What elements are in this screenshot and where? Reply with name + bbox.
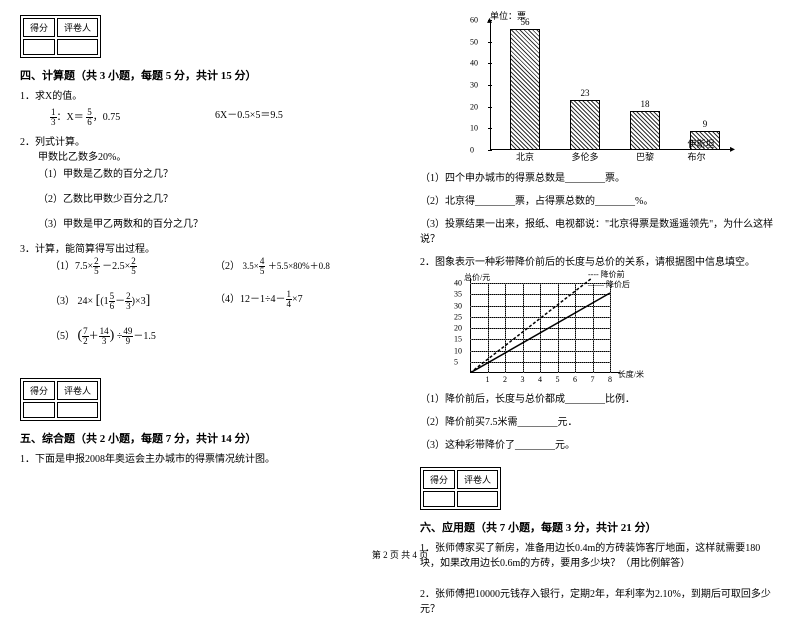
ytick: 10 (454, 346, 462, 355)
ytick: 10 (470, 124, 478, 133)
right-column: 单位：票 ▴ ▸ 0102030405060北京56多伦多23巴黎18伊斯坦布尔… (400, 0, 800, 565)
ytick: 5 (454, 357, 458, 366)
q4-2-p2: （2）乙数比甲数少百分之几？ (38, 192, 380, 207)
bar (630, 111, 660, 150)
q4-1-stem: 1．求X的值。 (20, 89, 380, 104)
bar (510, 29, 540, 150)
q4-1: 1．求X的值。 13：X＝ 56，0.75 6X－0.5×5＝9.5 (20, 89, 380, 127)
xtick: 3 (521, 375, 525, 384)
section-4-title: 四、计算题（共 3 小题，每题 5 分，共计 15 分） (20, 67, 380, 83)
xtick: 7 (591, 375, 595, 384)
bar-label: 北京 (516, 150, 534, 163)
ytick: 30 (470, 81, 478, 90)
score-box-5: 得分评卷人 (20, 378, 101, 421)
xtick: 8 (608, 375, 612, 384)
ytick: 60 (470, 16, 478, 25)
ytick: 20 (470, 102, 478, 111)
ytick: 25 (454, 312, 462, 321)
arrow-right-icon: ▸ (730, 144, 735, 155)
q4-2-line1: 甲数比乙数多20%。 (38, 150, 380, 165)
bar-chart: 单位：票 ▴ ▸ 0102030405060北京56多伦多23巴黎18伊斯坦布尔… (460, 15, 740, 165)
q5-1-p2: （2）北京得________票，占得票总数的________%。 (420, 194, 780, 209)
xtick: 2 (503, 375, 507, 384)
eq4-3-5: （5） (72＋143) ÷499－1.5 (50, 325, 380, 346)
eq4-1a: 13：X＝ 56，0.75 (50, 108, 215, 127)
bar (570, 100, 600, 150)
q5-2-p1: （1）降价前后，长度与总价都成________比例． (420, 392, 780, 407)
ytick: 40 (470, 59, 478, 68)
page-footer: 第 2 页 共 4 页 (372, 548, 428, 561)
q5-1-p1: （1）四个申办城市的得票总数是________票。 (420, 171, 780, 186)
ytick: 30 (454, 301, 462, 310)
ytick: 15 (454, 335, 462, 344)
section-5-title: 五、综合题（共 2 小题，每题 7 分，共计 14 分） (20, 430, 380, 446)
xtick: 6 (573, 375, 577, 384)
q5-2-p2: （2）降价前买7.5米需________元． (420, 415, 780, 430)
eq4-1b: 6X－0.5×5＝9.5 (215, 108, 380, 127)
q4-3-stem: 3．计算，能简算得写出过程。 (20, 242, 380, 257)
ytick: 35 (454, 290, 462, 299)
eq4-3-1: （1）7.5×25 －2.5×25 (50, 257, 215, 276)
eq4-3-4: （4）12－1÷4－14×7 (215, 290, 380, 311)
score-label: 得分 (23, 18, 55, 37)
line-before (470, 278, 592, 373)
ytick: 40 (454, 279, 462, 288)
q5-2-p3: （3）这种彩带降价了________元。 (420, 438, 780, 453)
left-column: 得分 评卷人 四、计算题（共 3 小题，每题 5 分，共计 15 分） 1．求X… (0, 0, 400, 565)
score-box-6: 得分评卷人 (420, 467, 501, 510)
xtick: 5 (556, 375, 560, 384)
eq4-3-2: （2） 3.5×45 ＋5.5×80%＋0.8 (215, 257, 380, 276)
bar-label: 伊斯坦布尔 (688, 137, 723, 163)
score-box-4: 得分 评卷人 (20, 15, 101, 58)
q4-2-p1: （1）甲数是乙数的百分之几？ (38, 167, 380, 182)
q4-2-p3: （3）甲数是甲乙两数和的百分之几？ (38, 217, 380, 232)
ytick: 50 (470, 37, 478, 46)
q4-2-stem: 2．列式计算。 (20, 135, 380, 150)
ytick: 20 (454, 324, 462, 333)
bar-label: 多伦多 (571, 150, 598, 163)
bar-value: 56 (521, 17, 530, 27)
eq4-3-3: （3） 24× [(156－23)×3] (50, 290, 215, 311)
bar-value: 23 (581, 88, 590, 98)
xtick: 4 (538, 375, 542, 384)
line-chart: ---- 降价前 —— 降价后 总价/元 长度/米 12345678 51015… (450, 278, 630, 388)
ytick: 0 (470, 146, 474, 155)
line-after (470, 293, 610, 373)
xtick: 1 (486, 375, 490, 384)
line-svg (470, 278, 630, 373)
bar-value: 9 (703, 119, 708, 129)
q5-1-p3: （3）投票结果一出来，报纸、电视都说："北京得票是数遥遥领先"，为什么这样说？ (420, 217, 780, 247)
q6-1: 1．张师傅家买了新房，准备用边长0.4m的方砖装饰客厅地面，这样就需要180块，… (420, 541, 780, 571)
q5-1: 1．下面是申报2008年奥运会主办城市的得票情况统计图。 (20, 452, 380, 467)
q5-2: 2．图象表示一种彩带降价前后的长度与总价的关系，请根据图中信息填空。 (420, 255, 780, 270)
bar-value: 18 (641, 99, 650, 109)
bar-label: 巴黎 (636, 150, 654, 163)
reviewer-label: 评卷人 (57, 18, 98, 37)
q6-2: 2．张师傅把10000元钱存入银行，定期2年，年利率为2.10%，到期后可取回多… (420, 587, 780, 617)
section-6-title: 六、应用题（共 7 小题，每题 3 分，共计 21 分） (420, 519, 780, 535)
q4-3: 3．计算，能简算得写出过程。 （1）7.5×25 －2.5×25 （2） 3.5… (20, 242, 380, 346)
q4-2: 2．列式计算。 甲数比乙数多20%。 （1）甲数是乙数的百分之几？ （2）乙数比… (20, 135, 380, 232)
